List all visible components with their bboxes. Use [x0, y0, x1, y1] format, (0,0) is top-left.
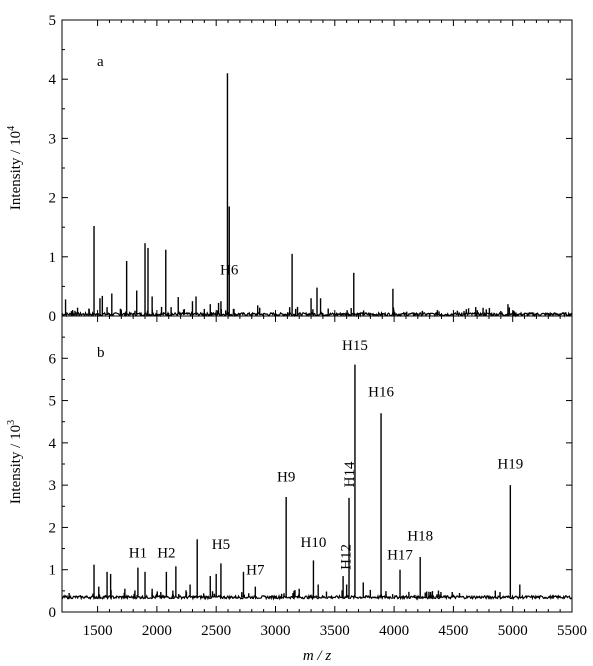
- panel-b-baseline: [61, 593, 572, 601]
- panel-a-y-tick-label: 3: [49, 131, 57, 147]
- panel-a-y-axis-label-exponent: 4: [6, 126, 17, 131]
- panel-a-y-axis-label: Intensity / 104: [6, 126, 24, 210]
- peak-annotation-h1: H1: [129, 545, 147, 561]
- peak-annotation-h9: H9: [277, 469, 295, 485]
- x-tick-label: 3000: [260, 623, 290, 639]
- panel-b-ticks: 0 1 2 3 4 5 6: [49, 316, 573, 621]
- panel-b-y-tick-label: 3: [49, 478, 57, 494]
- x-tick-label: 3500: [320, 623, 350, 639]
- panel-a-peaks: [61, 73, 573, 318]
- peak-annotation-h14: H14: [342, 461, 358, 487]
- peak-annotation-h17: H17: [387, 547, 413, 563]
- panel-b-y-axis-label-exponent: 3: [6, 420, 17, 425]
- panel-b-y-axis-label: Intensity / 103: [6, 420, 24, 504]
- peak-annotation-h15: H15: [342, 338, 368, 354]
- panel-a-ticks: 0 1 2 3 4 5: [49, 13, 573, 325]
- x-tick-label: 5000: [498, 623, 528, 639]
- panel-b-y-tick-label: 0: [49, 605, 57, 621]
- panel-b-annotations: H1 H2 H5 H7 H9 H10 H12 H14 H15 H16 H17 H18 H19: [129, 338, 524, 578]
- peak-annotation-h19: H19: [497, 457, 523, 473]
- x-tick-label: 5500: [557, 623, 587, 639]
- panel-b-label: b: [97, 345, 105, 361]
- panel-b-y-tick-label: 1: [49, 563, 57, 579]
- peak-annotation-h10: H10: [301, 535, 327, 551]
- panel-b-y-tick-label: 6: [49, 351, 57, 367]
- panel-b-y-axis-label-text: Intensity / 10: [8, 425, 24, 504]
- panel-a-y-tick-label: 2: [49, 191, 57, 207]
- panel-a-y-tick-label: 5: [49, 13, 57, 29]
- x-axis-label: m / z: [303, 648, 332, 664]
- panel-a-annotations: H6: [220, 262, 239, 278]
- panel-a-label: a: [97, 54, 104, 70]
- peak-annotation-h18: H18: [407, 528, 433, 544]
- peak-annotation-h2: H2: [157, 545, 175, 561]
- panel-a-y-tick-label: 1: [49, 250, 57, 266]
- panel-a-y-axis-label-text: Intensity / 10: [8, 131, 24, 210]
- panel-b-peaks: [61, 364, 572, 601]
- peak-annotation-h12: H12: [338, 544, 354, 570]
- panel-b-y-tick-label: 4: [49, 436, 57, 452]
- x-tick-label: 4500: [438, 623, 468, 639]
- peak-annotation-h6: H6: [220, 262, 239, 278]
- x-axis-ticks: 1500 2000 2500 3000 3500 4000 4500 5000 5500: [83, 623, 587, 639]
- panel-a-y-tick-label: 0: [49, 309, 57, 325]
- panel-b-y-tick-label: 5: [49, 394, 57, 410]
- panel-a-y-tick-label: 4: [49, 72, 57, 88]
- peak-annotation-h16: H16: [368, 385, 394, 401]
- peak-annotation-h5: H5: [212, 537, 230, 553]
- peak-annotation-h7: H7: [246, 562, 265, 578]
- panel-b-y-tick-label: 2: [49, 520, 57, 536]
- panel-a-frame: [61, 19, 573, 317]
- x-tick-label: 1500: [83, 623, 113, 639]
- x-tick-label: 4000: [379, 623, 409, 639]
- x-tick-label: 2500: [201, 623, 231, 639]
- x-tick-label: 2000: [142, 623, 172, 639]
